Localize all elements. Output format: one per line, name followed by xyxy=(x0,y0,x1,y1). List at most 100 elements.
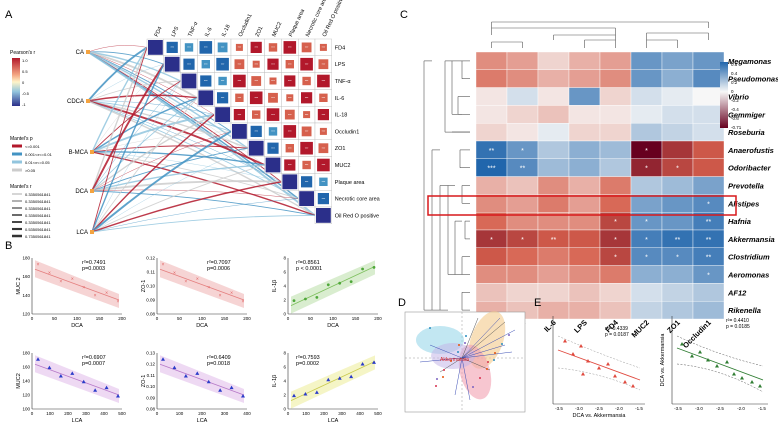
matrix-star: *** xyxy=(187,46,191,50)
sample-point xyxy=(465,335,467,337)
plot-xtick: 0 xyxy=(156,316,159,321)
heatmap-col-label: Occludin1 xyxy=(681,318,713,350)
plot-xlabel: LCA xyxy=(197,418,208,424)
heatmap-cell xyxy=(692,176,725,195)
matrix-col-label: MUC2 xyxy=(271,21,283,38)
heatmap-cell xyxy=(661,105,694,124)
plot-ytick: 0.10 xyxy=(146,284,155,289)
heatmap-row-label: Aeromonas xyxy=(727,271,769,280)
heatmap-cell xyxy=(630,176,663,195)
mantel-edge xyxy=(91,63,165,192)
matrix-star: *** xyxy=(238,113,242,117)
heatmap-legend-tick: 0.2 xyxy=(731,80,738,85)
matrix-star: *** xyxy=(305,79,309,83)
significance-stars: * xyxy=(614,237,617,244)
mantel-edge xyxy=(91,145,248,153)
mantel-edge xyxy=(87,80,181,102)
matrix-square xyxy=(300,57,313,71)
matrix-square xyxy=(284,159,296,171)
rda-arrow xyxy=(461,317,501,359)
data-point xyxy=(315,296,319,299)
matrix-square xyxy=(200,75,212,87)
matrix-square xyxy=(268,92,278,103)
matrix-square xyxy=(252,60,260,68)
sample-point xyxy=(450,360,452,362)
akkermansia-highlight-box xyxy=(427,195,737,216)
significance-stars: ** xyxy=(706,255,712,262)
heatmap-cell xyxy=(692,51,725,70)
plot-xtick: 200 xyxy=(198,411,206,416)
heatmap-cell xyxy=(537,158,570,177)
confidence-band xyxy=(291,260,375,314)
matrix-row-label: Necrotic core area xyxy=(335,197,381,203)
heatmap-cell xyxy=(568,105,601,124)
matrix-star: *** xyxy=(305,46,309,50)
confidence-band xyxy=(291,355,375,409)
heatmap-cell xyxy=(537,51,570,70)
plot-stat: r²= 0.4339 xyxy=(605,326,628,332)
matrix-star: *** xyxy=(288,96,292,100)
data-point xyxy=(571,352,575,356)
matrix-row-label: ZO1 xyxy=(335,146,346,152)
plot-xtick: 50 xyxy=(177,316,183,321)
plot-ytick: 100 xyxy=(22,407,30,412)
matrix-square xyxy=(216,57,229,71)
matrix-square xyxy=(284,109,295,120)
heatmap-cell xyxy=(537,87,570,106)
matrix-square xyxy=(316,208,331,223)
data-point: × xyxy=(162,262,165,268)
plot-pvalue: p = 0.0187 xyxy=(605,332,629,338)
plot-xtick: 200 xyxy=(243,316,251,321)
plot-ytick: 2 xyxy=(283,298,286,303)
matrix-row-label: IL-6 xyxy=(335,96,344,102)
mantel-edge xyxy=(91,97,198,192)
bile-acid-node xyxy=(86,99,90,103)
sample-point xyxy=(486,368,488,370)
data-point xyxy=(70,371,75,375)
pearson-tick: -1 xyxy=(22,102,26,107)
heatmap-colorbar xyxy=(720,62,728,128)
matrix-col-label: ZO1 xyxy=(255,26,265,38)
mantel-edge xyxy=(87,100,215,115)
plot-xtick: 100 xyxy=(329,316,337,321)
significance-stars: * xyxy=(676,255,679,262)
mantel-edge xyxy=(91,164,265,233)
matrix-square xyxy=(251,76,262,86)
matrix-square xyxy=(317,158,330,172)
data-point xyxy=(725,360,729,364)
heatmap-cell xyxy=(599,122,632,142)
plot-ylabel: MUC2 xyxy=(16,373,22,389)
matrix-square xyxy=(301,42,312,53)
matrix-square xyxy=(301,176,313,188)
mantel-r-label: 0.3350561841 xyxy=(25,206,51,211)
data-point xyxy=(326,377,331,382)
heatmap-cell xyxy=(630,105,663,124)
heatmap-cell xyxy=(599,283,632,302)
mantel-edge xyxy=(91,47,148,153)
data-point xyxy=(183,374,188,378)
heatmap-row-label: Hafnia xyxy=(728,217,751,226)
matrix-square xyxy=(302,76,311,86)
heatmap-cell xyxy=(692,122,725,142)
data-point xyxy=(581,372,585,376)
heatmap-cell xyxy=(692,105,725,124)
heatmap-cell xyxy=(537,194,570,213)
mantel-p-label: <=0.001 xyxy=(25,144,40,149)
heatmap-cell xyxy=(537,176,570,195)
heatmap-cell xyxy=(475,87,508,106)
mantel-edge xyxy=(91,80,181,153)
data-point xyxy=(304,297,307,301)
plot-xtick: -3.0 xyxy=(575,406,583,411)
mantel-r-legend: 0.3350561841 0.3350561841 0.3350561841 0.33… xyxy=(12,192,51,239)
data-point xyxy=(116,394,120,398)
matrix-col-label: IL-18 xyxy=(221,24,232,38)
matrix-square xyxy=(166,41,178,53)
matrix-square xyxy=(249,91,263,105)
heatmap-row-label: Prevotella xyxy=(728,182,764,191)
heatmap-legend-tick: 0.6 xyxy=(731,62,738,67)
mantel-r-label: 0.3350561841 xyxy=(25,213,51,218)
heatmap-cell xyxy=(506,87,539,106)
data-point: × xyxy=(94,293,97,299)
plot-ytick: 2 xyxy=(283,393,286,398)
